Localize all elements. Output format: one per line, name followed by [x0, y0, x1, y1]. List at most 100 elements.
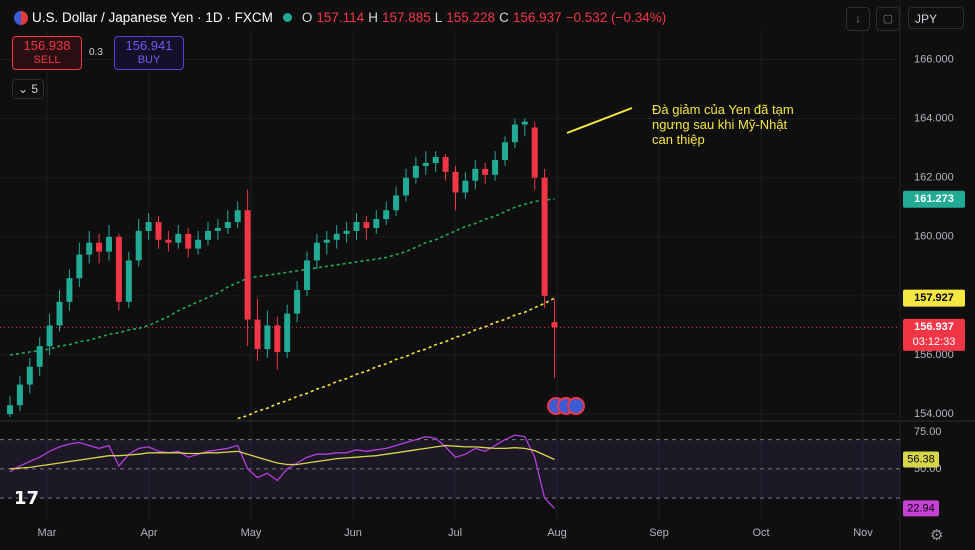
candle-body: [462, 180, 469, 193]
low-value: 155.228: [446, 10, 496, 25]
moving-average: [237, 297, 555, 420]
header: U.S. Dollar / Japanese Yen · 1D · FXCM O…: [14, 10, 666, 25]
candle-body: [234, 210, 241, 223]
sell-button[interactable]: 156.938 SELL: [12, 36, 82, 70]
candle-body: [56, 301, 63, 326]
fullscreen-button[interactable]: ▢: [876, 7, 900, 31]
candle-body: [511, 124, 518, 143]
rsi-tick-label: 75.00: [914, 426, 942, 438]
price-tag: [903, 318, 965, 351]
candle-body: [145, 222, 152, 231]
rsi-tag-label: 56.38: [907, 453, 935, 465]
candle-body: [422, 162, 429, 166]
candle-body: [16, 384, 23, 406]
candle-body: [195, 239, 202, 249]
candle-body: [7, 405, 13, 415]
candle-body: [76, 254, 83, 279]
candle-body: [363, 222, 370, 228]
high-value: 157.885: [381, 10, 431, 25]
annotation-line: ngưng sau khi Mỹ-Nhật: [652, 117, 788, 132]
price-tag-label: 161.273: [914, 193, 954, 205]
candle-body: [205, 230, 211, 240]
candle-body: [313, 242, 320, 261]
candle-body: [373, 219, 380, 228]
candle-body: [492, 160, 499, 175]
annotation: Đà giảm của Yen đã tạm ngưng sau khi Mỹ-N…: [652, 102, 794, 147]
y-tick-label: 156.000: [914, 349, 954, 361]
candle-body: [185, 233, 192, 249]
x-tick-label: Jun: [344, 527, 362, 539]
rsi-tag-label: 22.94: [907, 502, 935, 514]
logo: 𝟭𝟳: [14, 488, 40, 508]
annotation-line: Đà giảm của Yen đã tạm: [652, 102, 794, 117]
c-label: C: [499, 10, 509, 25]
y-tick-label: 160.000: [914, 231, 954, 243]
symbol-icon: [14, 10, 28, 25]
x-tick-label: Jul: [448, 527, 462, 539]
candle-body: [442, 157, 449, 172]
candle-body: [294, 290, 301, 314]
open-value: 157.114: [316, 10, 365, 25]
rsi-line: [9, 434, 555, 509]
candle-body: [343, 230, 350, 234]
candle-body: [264, 325, 271, 350]
candle-body: [46, 325, 53, 347]
annotation-line: can thiệp: [652, 132, 705, 147]
x-tick-label: Nov: [853, 527, 873, 539]
y-tick-label: 164.000: [914, 113, 954, 125]
price-tag: [903, 289, 965, 307]
y-tick-label: 166.000: [914, 53, 954, 65]
buy-price: 156.941: [125, 38, 173, 53]
candle-body: [353, 222, 360, 231]
x-tick-label: May: [241, 527, 262, 539]
candle-body: [274, 325, 281, 353]
candle-body: [482, 168, 489, 175]
candle-body: [244, 210, 251, 320]
candle-body: [135, 230, 142, 261]
x-tick-label: Sep: [649, 527, 669, 539]
candle-body: [155, 222, 162, 240]
l-label: L: [434, 10, 443, 25]
candle-body: [106, 236, 112, 252]
buy-label: BUY: [137, 54, 161, 66]
settings-button[interactable]: ⚙: [930, 527, 944, 544]
countdown: 03:12:33: [913, 336, 956, 348]
indicators-toggle[interactable]: ⌄ 5: [12, 79, 44, 99]
spread: 0.3: [89, 47, 103, 58]
candle-body: [125, 260, 132, 302]
candle-body: [393, 195, 400, 211]
symbol-title[interactable]: U.S. Dollar / Japanese Yen · 1D · FXCM: [32, 10, 273, 25]
change: −0.532 (−0.34%): [565, 10, 667, 25]
currency: JPY: [915, 12, 938, 26]
candle-body: [521, 121, 528, 125]
candle-body: [304, 260, 310, 290]
candle-body: [214, 227, 221, 231]
o-label: O: [301, 10, 313, 25]
x-tick-label: Aug: [547, 527, 567, 539]
event-flag: [567, 397, 585, 415]
price-tag: [903, 190, 965, 208]
sell-price: 156.938: [23, 38, 71, 53]
buy-button[interactable]: 156.941 BUY: [114, 36, 184, 70]
candle-body: [26, 366, 33, 385]
price-tag-label: 156.937: [914, 321, 954, 333]
candle-body: [323, 239, 330, 243]
candle-body: [551, 322, 558, 328]
candle-body: [284, 313, 291, 353]
rsi-tag: [903, 451, 939, 468]
y-tick-label: 162.000: [914, 172, 954, 184]
indicator-count: 5: [31, 82, 39, 96]
x-tick-label: Oct: [752, 527, 769, 539]
candle-body: [403, 177, 409, 196]
candle-body: [333, 233, 340, 240]
candle-body: [383, 210, 390, 220]
y-tick-label: 154.000: [914, 408, 954, 420]
candle-body: [531, 127, 538, 178]
currency-select[interactable]: JPY: [908, 7, 964, 29]
candle-body: [452, 171, 459, 193]
candle-body: [165, 239, 172, 243]
download-button[interactable]: ↓: [846, 7, 870, 31]
annotation-pointer: [566, 107, 633, 134]
